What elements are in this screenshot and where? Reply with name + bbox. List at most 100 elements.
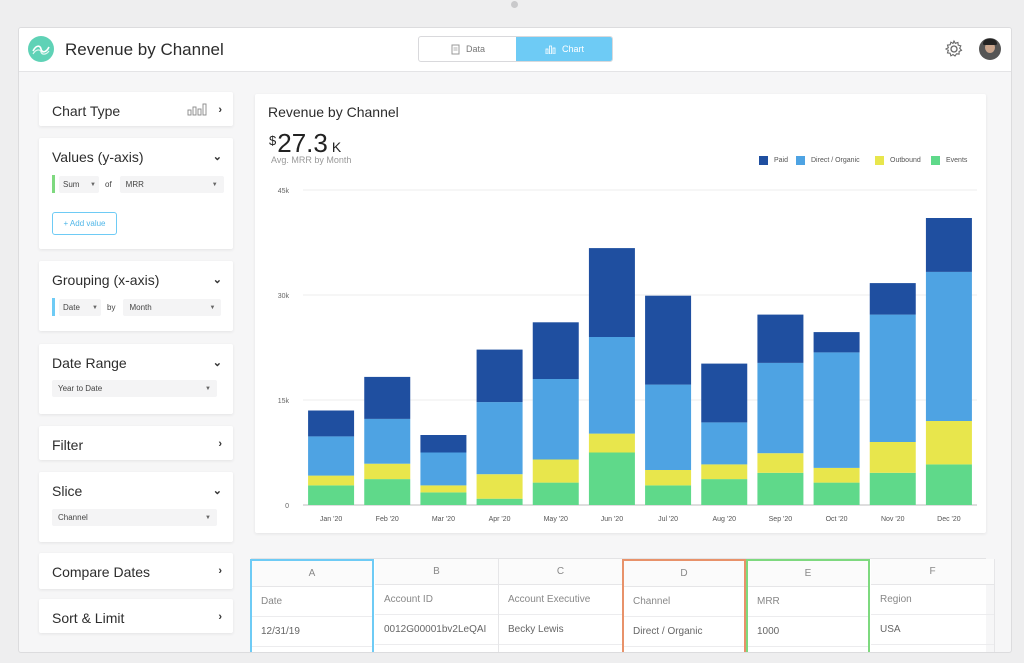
- table-column[interactable]: B Account ID 0012G00001bv2LeQAI: [375, 559, 499, 652]
- bar-segment[interactable]: [813, 332, 860, 353]
- bar-segment[interactable]: [364, 463, 411, 480]
- top-bar: Revenue by Channel Data Chart: [19, 28, 1011, 72]
- column-letter[interactable]: B: [375, 559, 498, 585]
- legend-label: Outbound: [890, 157, 921, 164]
- bar-segment[interactable]: [532, 459, 579, 483]
- bar-segment[interactable]: [420, 492, 467, 505]
- bar-segment[interactable]: [420, 452, 467, 486]
- legend-item-outbound[interactable]: Outbound: [875, 156, 921, 165]
- chevron-down-icon[interactable]: ⌄: [212, 485, 222, 497]
- bar-segment[interactable]: [308, 485, 355, 505]
- bar-segment[interactable]: [420, 435, 467, 453]
- bar-segment[interactable]: [588, 452, 635, 506]
- bar-segment[interactable]: [476, 498, 523, 505]
- bar-segment[interactable]: [925, 271, 972, 421]
- table-cell[interactable]: USA: [871, 615, 994, 645]
- bar-segment[interactable]: [588, 337, 635, 434]
- bar-segment[interactable]: [813, 482, 860, 505]
- table-column[interactable]: F Region USA: [871, 559, 995, 652]
- value-field-select[interactable]: MRR ▼: [119, 176, 224, 193]
- bar-segment[interactable]: [869, 283, 916, 315]
- table-cell[interactable]: Direct / Organic: [624, 617, 744, 647]
- data-tab[interactable]: Data: [419, 37, 516, 61]
- table-cell[interactable]: Becky Lewis: [499, 615, 622, 645]
- bar-segment[interactable]: [757, 314, 804, 363]
- table-column[interactable]: A Date 12/31/19: [250, 559, 374, 652]
- bar-segment[interactable]: [757, 362, 804, 454]
- bar-segment[interactable]: [869, 442, 916, 473]
- legend-item-events[interactable]: Events: [931, 156, 967, 165]
- table-cell[interactable]: 0012G00001bv2LeQAI: [375, 615, 498, 645]
- bar-segment[interactable]: [701, 464, 748, 480]
- bar-segment[interactable]: [925, 218, 972, 272]
- table-column[interactable]: C Account Executive Becky Lewis: [499, 559, 623, 652]
- bar-segment[interactable]: [645, 295, 692, 385]
- grouping-panel: Grouping (x-axis) ⌄ Date ▼ by Month ▼: [39, 261, 233, 331]
- app-logo-icon[interactable]: [28, 36, 54, 62]
- bar-segment[interactable]: [588, 248, 635, 337]
- bar-segment[interactable]: [532, 322, 579, 379]
- chevron-down-icon[interactable]: ⌄: [212, 357, 222, 369]
- table-cell[interactable]: 1000: [748, 617, 868, 647]
- legend-item-paid[interactable]: Paid: [759, 156, 788, 165]
- bar-segment[interactable]: [813, 467, 860, 483]
- bar-segment[interactable]: [645, 485, 692, 505]
- bar-segment[interactable]: [588, 433, 635, 453]
- interval-select[interactable]: Month ▼: [123, 299, 222, 316]
- column-letter[interactable]: A: [252, 561, 372, 587]
- bar-segment[interactable]: [364, 479, 411, 505]
- bar-segment[interactable]: [476, 349, 523, 403]
- bar-segment[interactable]: [869, 314, 916, 442]
- bar-segment[interactable]: [869, 472, 916, 505]
- sort-limit-title: Sort & Limit: [52, 610, 125, 626]
- gear-icon[interactable]: [944, 39, 964, 59]
- compare-dates-panel[interactable]: Compare Dates ›: [39, 553, 233, 589]
- chevron-down-icon[interactable]: ⌄: [212, 274, 222, 286]
- column-letter[interactable]: D: [624, 561, 744, 587]
- chevron-down-icon[interactable]: ⌄: [212, 151, 222, 163]
- column-letter[interactable]: F: [871, 559, 994, 585]
- add-value-button[interactable]: + Add value: [52, 212, 117, 235]
- bar-segment[interactable]: [645, 384, 692, 470]
- chart-tab[interactable]: Chart: [516, 37, 612, 61]
- aggregation-select[interactable]: Sum ▼: [59, 176, 99, 193]
- bar-segment[interactable]: [476, 474, 523, 499]
- filter-panel[interactable]: Filter ›: [39, 426, 233, 460]
- bar-segment[interactable]: [701, 422, 748, 465]
- bar-segment[interactable]: [925, 464, 972, 505]
- bar-segment[interactable]: [532, 482, 579, 505]
- column-letter[interactable]: E: [748, 561, 868, 587]
- table-cell[interactable]: 12/31/19: [252, 617, 372, 647]
- bar-segment[interactable]: [308, 436, 355, 476]
- avatar[interactable]: [979, 38, 1001, 60]
- bar-segment[interactable]: [813, 352, 860, 468]
- bar-segment[interactable]: [757, 472, 804, 505]
- bar-segment[interactable]: [364, 418, 411, 464]
- bar-segment[interactable]: [701, 479, 748, 505]
- bar-segment[interactable]: [308, 410, 355, 437]
- legend-item-direct-organic[interactable]: Direct / Organic: [796, 156, 860, 165]
- sort-limit-panel[interactable]: Sort & Limit ›: [39, 599, 233, 633]
- bar-segment[interactable]: [308, 475, 355, 486]
- bar-segment[interactable]: [645, 470, 692, 486]
- bar-segment[interactable]: [532, 379, 579, 460]
- bar-segment[interactable]: [925, 421, 972, 465]
- stacked-bar-chart: 0 15k 30k 45k Jan '20 Feb '20 Mar '20 Apr '20 Ma…: [278, 188, 977, 523]
- group-field-select[interactable]: Date ▼: [59, 299, 101, 316]
- grouping-row: Date ▼ by Month ▼: [59, 299, 222, 316]
- slice-select[interactable]: Channel ▼: [52, 509, 217, 526]
- bar-segment[interactable]: [420, 485, 467, 493]
- chart-type-panel[interactable]: Chart Type ›: [39, 92, 233, 126]
- date-range-select[interactable]: Year to Date ▼: [52, 380, 217, 397]
- app-window: Revenue by Channel Data Chart: [18, 27, 1012, 653]
- bar-segment[interactable]: [476, 402, 523, 475]
- legend-label: Events: [946, 157, 968, 164]
- bar-segment[interactable]: [701, 363, 748, 423]
- summary-value: $ 27.3 K: [269, 128, 341, 159]
- bar-segment[interactable]: [757, 453, 804, 473]
- bar-chart-icon: [545, 45, 556, 54]
- table-column[interactable]: E MRR 1000: [746, 559, 870, 652]
- table-column[interactable]: D Channel Direct / Organic: [622, 559, 746, 652]
- bar-segment[interactable]: [364, 376, 411, 419]
- column-letter[interactable]: C: [499, 559, 622, 585]
